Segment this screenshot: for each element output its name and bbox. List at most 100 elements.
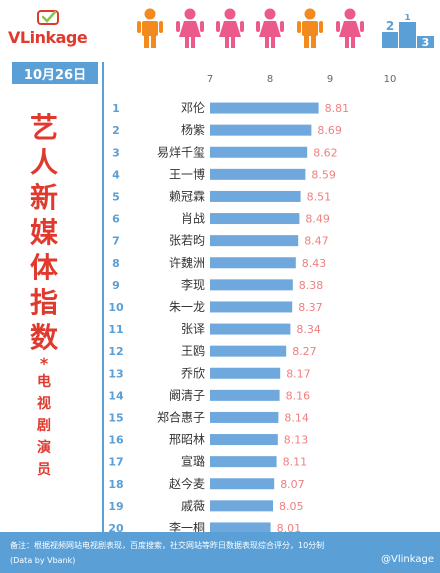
value-label: 8.37 [298,301,323,314]
category-label: 赖冠霖 [169,189,205,203]
title-char: 体 [29,251,58,284]
bar [210,257,296,269]
divider-line [102,62,104,532]
category-label: 王鸥 [181,343,205,358]
title-char: 数 [29,321,58,354]
rank-label: 15 [108,411,123,424]
x-tick-label: 8 [267,74,273,85]
person-icon [256,8,284,48]
value-label: 8.34 [296,323,321,336]
value-label: 8.16 [286,389,311,402]
svg-text:2: 2 [386,19,394,33]
bar [210,411,279,423]
subtitle-char: 视 [37,396,51,412]
title-char: 艺 [29,111,58,144]
bar [210,456,277,468]
rank-label: 10 [108,301,124,314]
bar [210,345,287,357]
value-label: 8.13 [284,434,309,447]
rank-label: 13 [108,367,123,380]
bar [210,301,293,313]
title-char: 指 [29,286,58,319]
podium-icon: 2 1 3 [382,14,434,48]
rank-label: 5 [112,190,120,203]
category-label: 邓伦 [181,100,205,115]
bar [210,389,280,401]
subtitle-char: 电 [37,374,51,390]
bar [210,434,278,446]
rank-label: 16 [108,434,124,447]
value-label: 8.62 [313,146,338,159]
category-label: 张译 [181,322,205,336]
category-label: 李现 [181,277,205,292]
x-tick-label: 7 [207,74,213,85]
person-icon [216,8,244,48]
value-label: 8.05 [279,500,304,513]
bar [210,478,275,490]
bar [210,323,291,335]
category-label: 赵今麦 [169,476,205,491]
title-char: 人 [29,146,58,179]
category-label: 乔欣 [181,366,205,380]
logo: VLinkage [8,8,98,48]
bar [210,146,308,158]
rank-label: 9 [112,279,120,292]
bar [210,124,312,136]
svg-text:3: 3 [422,36,430,48]
category-label: 郑合惠子 [157,409,205,424]
people-row [137,8,364,48]
rank-label: 6 [112,213,120,226]
person-icon [336,8,364,48]
logo-mark-icon [37,10,59,25]
footer-source: (Data by Vbank) [10,556,76,565]
category-label: 王一博 [169,166,205,181]
value-label: 8.47 [304,235,329,248]
person-icon [176,8,204,48]
title-star: * [39,354,49,373]
rank-label: 14 [108,389,124,402]
subtitle-char: 剧 [37,418,51,434]
category-label: 张若昀 [169,234,205,248]
value-label: 8.43 [302,257,327,270]
value-label: 8.69 [317,124,342,137]
rank-label: 8 [112,257,120,270]
category-label: 许魏洲 [169,255,205,270]
rank-label: 4 [112,168,120,181]
bar [210,279,293,291]
value-label: 8.11 [283,456,308,469]
svg-text:1: 1 [404,14,410,23]
category-label: 杨紫 [181,122,205,137]
value-label: 8.14 [284,411,309,424]
bar [210,168,306,180]
rank-label: 2 [112,124,120,137]
rank-label: 3 [112,146,120,159]
bar [210,213,300,225]
bar [210,102,319,114]
date-badge: 10月26日 [12,62,98,84]
category-label: 阚清子 [169,387,205,402]
title-char: 媒 [29,216,58,249]
value-label: 8.17 [286,367,311,380]
category-label: 宣璐 [181,454,205,469]
bar [210,190,301,202]
value-label: 8.49 [305,213,330,226]
value-label: 8.81 [325,102,350,115]
value-label: 8.01 [277,522,302,532]
rank-label: 17 [108,456,123,469]
rank-label: 11 [108,323,123,336]
footer [0,532,440,573]
value-label: 8.59 [311,168,336,181]
x-tick-label: 9 [327,74,333,85]
category-label: 戚薇 [181,499,205,513]
category-label: 邢昭林 [169,433,205,447]
subtitle-char: 员 [37,462,51,478]
rank-label: 1 [112,102,120,115]
bar [210,500,273,512]
bar [210,367,281,379]
category-label: 肖战 [181,212,205,226]
person-icon [137,8,163,48]
category-label: 朱一龙 [169,300,205,314]
logo-text: VLinkage [8,28,88,47]
value-label: 8.38 [299,279,324,292]
rank-label: 7 [112,235,120,248]
